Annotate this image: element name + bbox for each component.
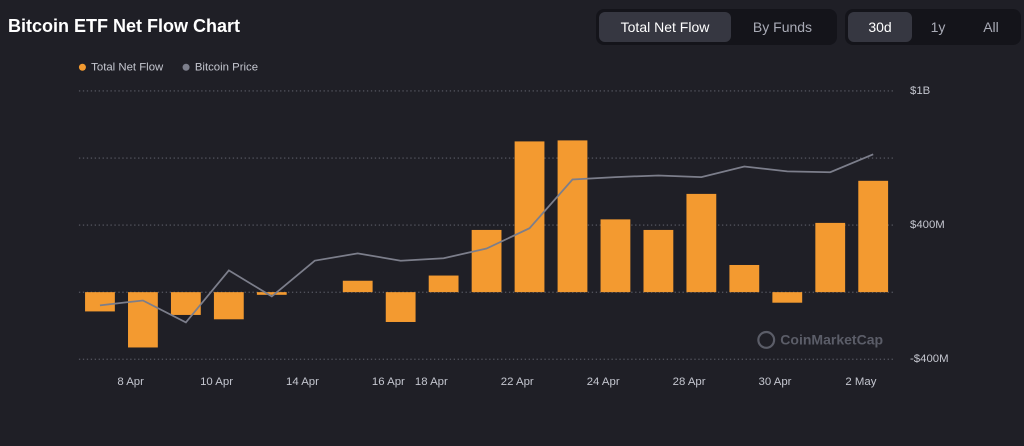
legend-label: Bitcoin Price [195, 61, 258, 73]
bar [213, 292, 244, 320]
legend-dot [78, 63, 86, 71]
x-tick-label: 22 Apr [501, 376, 534, 388]
price-line [99, 153, 874, 324]
chart: $1B $400M -$400M Total Net Flow Bitcoin Pric… [78, 61, 949, 388]
tab-button[interactable]: 1y [930, 19, 946, 35]
legend-label: Total Net Flow [91, 61, 164, 73]
bar [772, 292, 803, 303]
bar [858, 180, 889, 293]
bar [729, 264, 760, 293]
bar [342, 280, 373, 293]
bar [385, 292, 416, 322]
y-tick-label: $400M [910, 219, 945, 231]
x-tick-label: 24 Apr [587, 376, 620, 388]
x-tick-label: 14 Apr [286, 376, 319, 388]
tab-button[interactable]: Total Net Flow [599, 12, 731, 42]
tab-button[interactable]: By Funds [752, 19, 813, 35]
bar [643, 229, 674, 293]
bar [256, 292, 287, 295]
x-tick-label: 8 Apr [117, 376, 144, 388]
watermark: CoinMarketCap [780, 332, 883, 348]
bar [170, 292, 201, 315]
x-tick-label: 16 Apr [372, 376, 405, 388]
bar [815, 222, 846, 293]
bar [471, 229, 502, 293]
legend-dot [182, 63, 190, 71]
bar [428, 275, 459, 293]
bar [686, 193, 717, 293]
bar [557, 140, 588, 293]
tab-button[interactable]: 30d [848, 12, 912, 42]
x-tick-label: 30 Apr [759, 376, 792, 388]
x-tick-label: 2 May [845, 376, 876, 388]
x-tick-label: 28 Apr [673, 376, 706, 388]
range-toggle: 30d 1y All [845, 9, 1021, 45]
x-tick-label: 18 Apr [415, 376, 448, 388]
bar [85, 292, 115, 312]
view-toggle: Total Net Flow By Funds [596, 9, 837, 45]
x-tick-label: 10 Apr [200, 376, 233, 388]
title: Bitcoin ETF Net Flow Chart [8, 16, 240, 36]
bar [600, 219, 631, 293]
watermark-logo [757, 330, 776, 349]
tab-button[interactable]: All [983, 19, 999, 35]
y-tick-label: $1B [910, 85, 930, 97]
y-tick-label: -$400M [910, 353, 949, 365]
